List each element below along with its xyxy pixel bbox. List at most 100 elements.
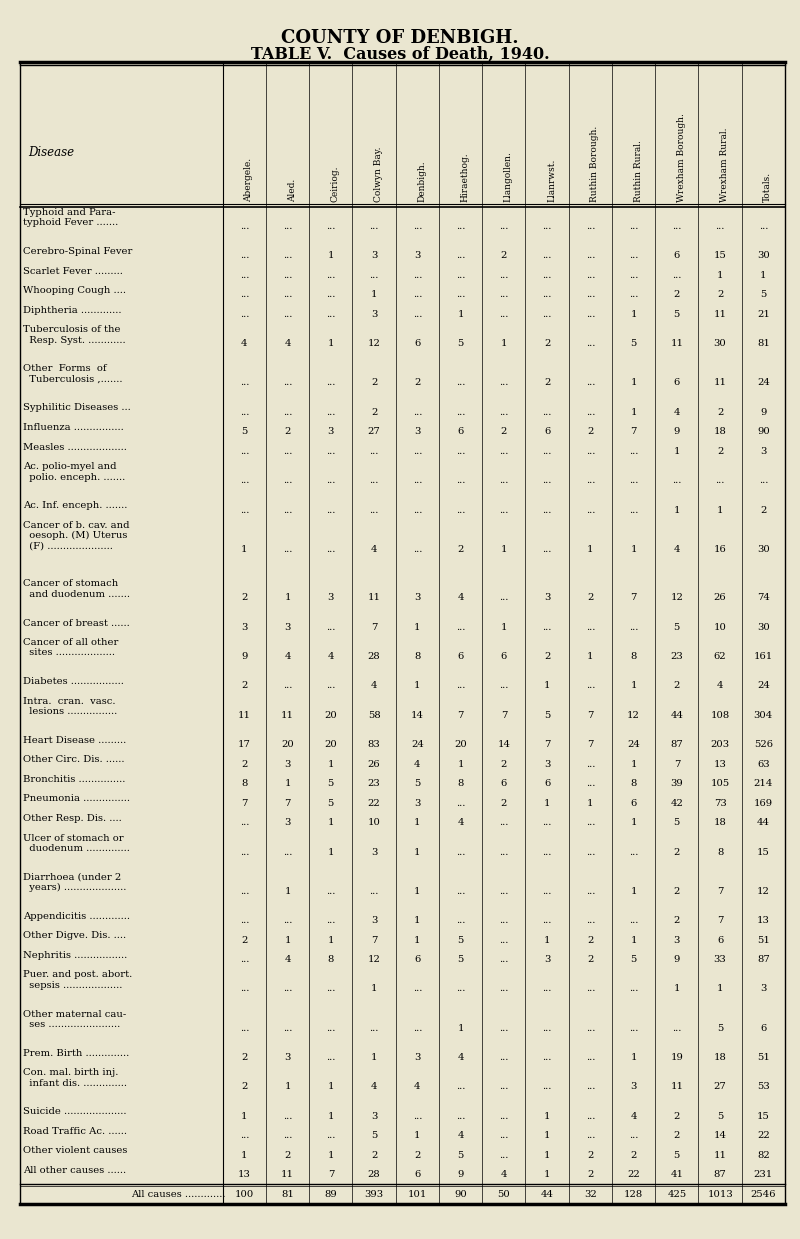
Text: 2: 2 <box>241 1082 247 1092</box>
Text: 19: 19 <box>670 1053 683 1062</box>
Text: ...: ... <box>456 916 466 926</box>
Text: 1: 1 <box>414 818 421 828</box>
Text: 26: 26 <box>714 593 726 602</box>
Text: 2: 2 <box>674 290 680 300</box>
Text: 6: 6 <box>674 378 680 388</box>
Text: ...: ... <box>586 447 595 456</box>
Text: 30: 30 <box>757 545 770 554</box>
Text: 5: 5 <box>458 955 464 964</box>
Text: ...: ... <box>586 476 595 486</box>
Text: ...: ... <box>456 681 466 690</box>
Text: ...: ... <box>240 310 249 318</box>
Text: 6: 6 <box>717 935 723 944</box>
Text: 41: 41 <box>670 1170 683 1180</box>
Text: ...: ... <box>283 545 292 554</box>
Text: Bronchitis ...............: Bronchitis ............... <box>23 774 126 784</box>
Text: 2: 2 <box>587 955 594 964</box>
Text: ...: ... <box>413 290 422 300</box>
Text: 1: 1 <box>501 545 507 554</box>
Text: 15: 15 <box>757 1111 770 1120</box>
Text: ...: ... <box>672 271 682 280</box>
Text: 9: 9 <box>760 408 766 416</box>
Text: 4: 4 <box>371 1082 378 1092</box>
Text: 11: 11 <box>670 339 683 348</box>
Text: 1: 1 <box>284 779 291 788</box>
Text: ...: ... <box>283 847 292 856</box>
Text: ...: ... <box>499 378 509 388</box>
Text: 1013: 1013 <box>707 1189 733 1198</box>
Text: Other maternal cau-
  ses .......................: Other maternal cau- ses ................… <box>23 1010 126 1028</box>
Text: Measles ...................: Measles ................... <box>23 442 127 451</box>
Text: ...: ... <box>542 408 552 416</box>
Text: 2: 2 <box>587 593 594 602</box>
Text: 1: 1 <box>717 985 723 994</box>
Text: 5: 5 <box>458 1151 464 1160</box>
Text: 87: 87 <box>757 955 770 964</box>
Text: ...: ... <box>672 222 682 230</box>
Text: 24: 24 <box>757 681 770 690</box>
Text: 1: 1 <box>414 935 421 944</box>
Text: ...: ... <box>629 1023 638 1032</box>
Text: 5: 5 <box>544 711 550 720</box>
Text: 1: 1 <box>630 1053 637 1062</box>
Text: ...: ... <box>499 935 509 944</box>
Text: 87: 87 <box>714 1170 726 1180</box>
Text: TABLE V.  Causes of Death, 1940.: TABLE V. Causes of Death, 1940. <box>250 46 550 63</box>
Text: 3: 3 <box>414 593 421 602</box>
Text: 108: 108 <box>710 711 730 720</box>
Text: ...: ... <box>715 476 725 486</box>
Text: ...: ... <box>629 290 638 300</box>
Text: 2: 2 <box>587 1170 594 1180</box>
Text: 1: 1 <box>328 252 334 260</box>
Text: 8: 8 <box>630 652 637 662</box>
Text: ...: ... <box>283 271 292 280</box>
Text: Cancer of all other
  sites ...................: Cancer of all other sites ..............… <box>23 638 118 658</box>
Text: Ruthin Borough.: Ruthin Borough. <box>590 125 599 202</box>
Text: 2: 2 <box>717 290 723 300</box>
Text: Syphilitic Diseases ...: Syphilitic Diseases ... <box>23 404 130 413</box>
Text: ...: ... <box>240 847 249 856</box>
Text: ...: ... <box>370 447 378 456</box>
Text: ...: ... <box>326 271 335 280</box>
Text: 4: 4 <box>458 1053 464 1062</box>
Text: 203: 203 <box>710 740 730 750</box>
Text: 18: 18 <box>714 818 726 828</box>
Text: ...: ... <box>629 623 638 632</box>
Text: 304: 304 <box>754 711 773 720</box>
Text: 2: 2 <box>674 887 680 896</box>
Text: Denbigh.: Denbigh. <box>418 160 426 202</box>
Text: ...: ... <box>586 252 595 260</box>
Text: 5: 5 <box>371 1131 378 1140</box>
Text: ...: ... <box>283 222 292 230</box>
Text: 89: 89 <box>325 1189 338 1198</box>
Text: ...: ... <box>240 252 249 260</box>
Text: ...: ... <box>456 447 466 456</box>
Text: 4: 4 <box>674 545 680 554</box>
Text: ...: ... <box>542 887 552 896</box>
Text: ...: ... <box>499 1023 509 1032</box>
Text: 169: 169 <box>754 799 773 808</box>
Text: ...: ... <box>283 252 292 260</box>
Text: 53: 53 <box>757 1082 770 1092</box>
Text: 2: 2 <box>587 935 594 944</box>
Text: ...: ... <box>672 476 682 486</box>
Text: ...: ... <box>542 506 552 514</box>
Text: ...: ... <box>542 1023 552 1032</box>
Text: Ceiriog.: Ceiriog. <box>331 166 340 202</box>
Text: 12: 12 <box>368 339 381 348</box>
Text: 5: 5 <box>717 1111 723 1120</box>
Text: 6: 6 <box>501 779 507 788</box>
Text: 2: 2 <box>544 378 550 388</box>
Text: 2: 2 <box>241 681 247 690</box>
Text: 22: 22 <box>368 799 381 808</box>
Text: 12: 12 <box>368 955 381 964</box>
Text: Cancer of stomach
  and duodenum .......: Cancer of stomach and duodenum ....... <box>23 580 130 598</box>
Text: 8: 8 <box>717 847 723 856</box>
Text: 33: 33 <box>714 955 726 964</box>
Text: 1: 1 <box>630 887 637 896</box>
Text: 1: 1 <box>544 1131 550 1140</box>
Text: ...: ... <box>499 1111 509 1120</box>
Text: 214: 214 <box>754 779 773 788</box>
Text: ...: ... <box>542 847 552 856</box>
Text: 1: 1 <box>760 271 766 280</box>
